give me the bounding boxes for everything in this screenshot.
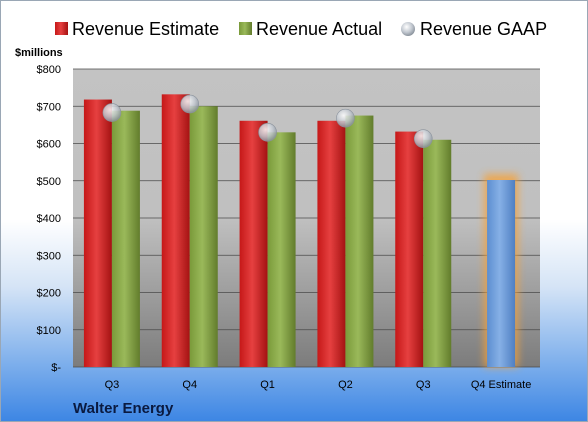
bar-estimate: [317, 120, 346, 367]
y-tick-label: $600: [37, 139, 61, 151]
bar-q4-estimate: [487, 180, 516, 367]
legend-item-estimate: Revenue Estimate: [55, 19, 219, 39]
x-tick-label: Q3: [416, 379, 431, 391]
y-tick-label: $800: [37, 64, 61, 76]
y-tick-label: $-: [51, 362, 61, 374]
x-tick-label: Q2: [338, 379, 353, 391]
bar-actual: [423, 139, 452, 367]
bar-estimate: [161, 94, 190, 367]
legend-swatch-gaap: [401, 22, 415, 36]
gaap-marker: [336, 108, 355, 128]
bar-actual: [111, 110, 140, 367]
y-tick-label: $100: [37, 325, 61, 337]
bar-estimate: [83, 99, 112, 368]
gaap-marker: [413, 129, 433, 148]
gaap-marker: [102, 103, 122, 122]
y-tick-label: $400: [37, 213, 61, 225]
company-name: Walter Energy: [73, 400, 174, 417]
x-axis-ticks: Q3 Q4 Q1 Q2 Q3 Q4 Estimate: [105, 379, 532, 391]
legend-swatch-actual: [239, 22, 252, 35]
bar-actual: [189, 106, 218, 367]
bar-estimate: [395, 131, 424, 367]
bars: [83, 94, 519, 368]
legend-swatch-estimate: [55, 22, 68, 35]
legend: Revenue Estimate Revenue Actual Revenue …: [55, 19, 547, 39]
y-tick-label: $300: [37, 250, 61, 262]
legend-label-gaap: Revenue GAAP: [420, 19, 547, 39]
y-tick-label: $200: [37, 288, 61, 300]
y-axis-label: $millions: [15, 47, 63, 59]
x-tick-label: Q3: [105, 379, 120, 391]
x-tick-label: Q4 Estimate: [471, 379, 532, 391]
bar-actual: [345, 115, 374, 367]
gaap-markers: [102, 94, 433, 148]
bar-estimate: [239, 120, 268, 367]
legend-item-actual: Revenue Actual: [239, 19, 382, 39]
gaap-marker: [180, 94, 200, 114]
gaap-marker: [258, 123, 277, 142]
legend-label-estimate: Revenue Estimate: [72, 19, 219, 39]
bar-actual: [267, 132, 296, 367]
y-tick-label: $700: [37, 101, 61, 113]
legend-item-gaap: Revenue GAAP: [401, 19, 547, 39]
grid-lines: [73, 68, 540, 368]
x-tick-label: Q4: [182, 379, 197, 391]
y-tick-label: $500: [37, 176, 61, 188]
x-tick-label: Q1: [260, 379, 275, 391]
y-axis-ticks: $- $100 $200 $300 $400 $500 $600 $700 $800: [37, 64, 62, 374]
legend-label-actual: Revenue Actual: [256, 19, 382, 39]
